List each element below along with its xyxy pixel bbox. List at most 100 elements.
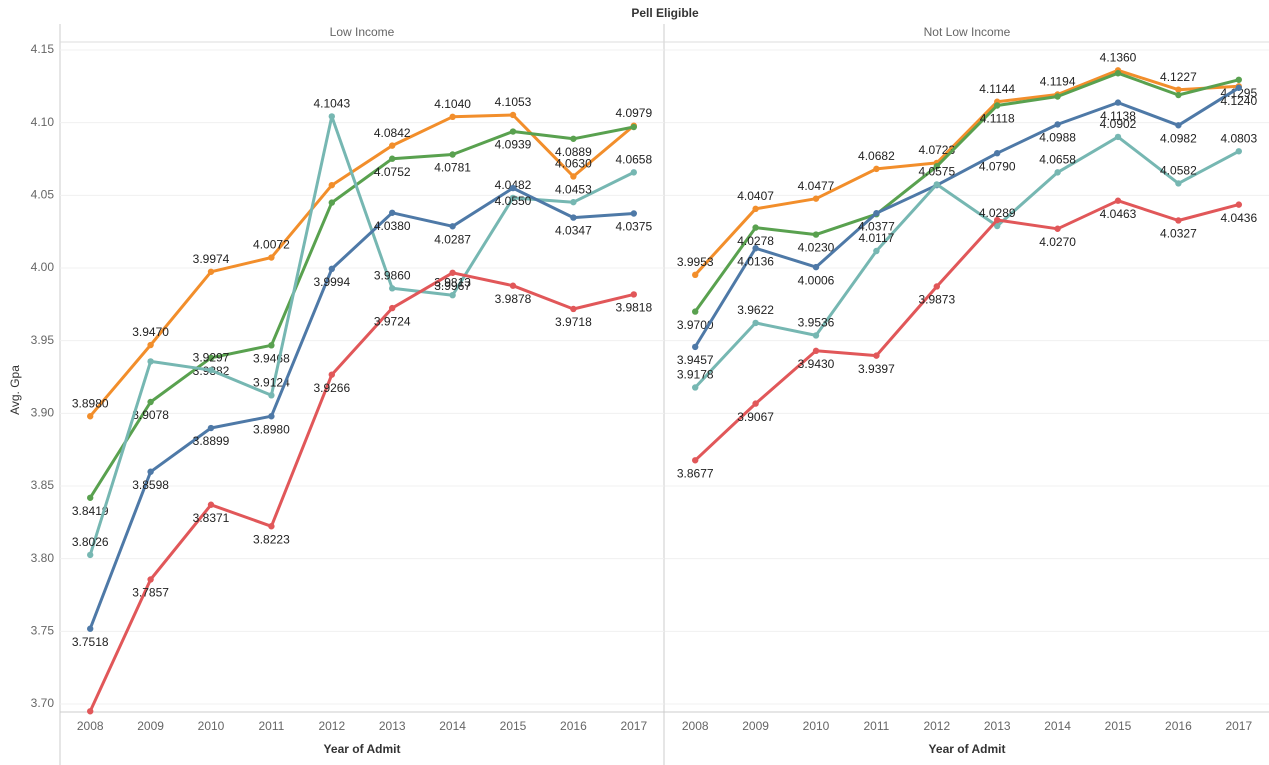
data-point — [630, 210, 637, 217]
data-point — [449, 269, 456, 276]
data-label: 3.8980 — [253, 422, 290, 436]
data-point — [328, 371, 335, 378]
data-point — [570, 198, 577, 206]
data-point — [570, 135, 577, 142]
data-label: 3.8371 — [193, 511, 230, 525]
data-label: 3.9622 — [737, 303, 774, 317]
data-point — [630, 169, 637, 176]
data-point — [1175, 91, 1182, 99]
y-tick-label: 3.85 — [31, 478, 55, 492]
data-label: 3.9818 — [615, 301, 652, 315]
x-tick-label: 2014 — [1044, 719, 1071, 733]
data-point — [812, 347, 820, 355]
x-tick-label: 2013 — [984, 719, 1011, 733]
data-point — [1175, 86, 1182, 93]
data-label: 3.9994 — [313, 275, 350, 289]
data-label: 4.0278 — [737, 234, 774, 248]
data-label: 4.1144 — [979, 82, 1015, 96]
data-point — [1054, 225, 1061, 232]
panel-title: Low Income — [330, 25, 395, 39]
data-label: 4.0902 — [1100, 117, 1137, 131]
data-label: 4.1360 — [1100, 51, 1137, 65]
y-tick-label: 4.00 — [31, 260, 55, 274]
data-point — [933, 181, 940, 188]
data-label: 4.0230 — [798, 241, 835, 255]
series-line — [694, 135, 1240, 389]
data-point — [1175, 122, 1182, 129]
data-point — [207, 501, 215, 508]
data-label: 4.0375 — [615, 220, 652, 234]
x-tick-label: 2015 — [1105, 719, 1132, 733]
x-tick-label: 2016 — [560, 719, 587, 733]
data-label: 4.0658 — [615, 153, 652, 167]
data-point — [994, 149, 1001, 157]
data-label: 3.9078 — [132, 408, 169, 422]
data-label: 4.0380 — [374, 219, 411, 233]
data-point — [268, 392, 275, 399]
y-tick-label: 4.10 — [31, 115, 55, 129]
data-point — [147, 468, 154, 475]
data-label: 4.1227 — [1160, 70, 1197, 84]
data-label: 3.9700 — [677, 318, 714, 332]
data-label: 4.0407 — [737, 189, 774, 203]
data-point — [207, 424, 215, 432]
data-label: 3.9860 — [374, 269, 411, 283]
data-point — [328, 199, 335, 206]
data-label: 4.0582 — [1160, 164, 1197, 178]
data-point — [873, 210, 880, 217]
data-point — [1175, 180, 1182, 187]
data-point — [268, 413, 275, 420]
y-tick-label: 3.95 — [31, 333, 55, 347]
data-label: 4.0575 — [918, 165, 955, 179]
x-tick-label: 2011 — [863, 719, 889, 733]
data-point — [509, 184, 517, 192]
data-label: 4.0658 — [1039, 153, 1076, 167]
data-label: 4.1295 — [1220, 86, 1257, 100]
data-point — [1114, 70, 1122, 77]
data-point — [994, 222, 1001, 230]
data-point — [1235, 201, 1243, 208]
data-point — [752, 319, 759, 327]
data-label: 3.9873 — [918, 293, 955, 307]
data-point — [692, 271, 699, 279]
series-line — [693, 71, 1240, 313]
data-point — [328, 265, 335, 273]
y-tick-label: 4.05 — [31, 188, 55, 202]
y-tick-label: 3.70 — [31, 696, 55, 710]
data-point — [449, 223, 456, 230]
data-point — [509, 111, 517, 119]
data-label: 3.8419 — [72, 504, 109, 518]
data-label: 3.9718 — [555, 315, 592, 329]
data-label: 4.1040 — [434, 97, 471, 111]
data-point — [570, 173, 577, 180]
data-point — [389, 155, 396, 162]
data-point — [449, 113, 456, 121]
data-point — [509, 128, 517, 135]
data-label: 4.0436 — [1220, 211, 1257, 225]
data-point — [1114, 133, 1122, 141]
data-point — [207, 354, 215, 362]
data-point — [268, 523, 275, 530]
data-point — [692, 457, 699, 464]
x-tick-label: 2012 — [318, 719, 345, 733]
data-label: 4.0327 — [1160, 227, 1197, 241]
data-label: 4.0982 — [1160, 131, 1197, 145]
data-point — [1054, 93, 1061, 100]
data-label: 4.0723 — [918, 143, 955, 157]
data-point — [994, 102, 1001, 109]
data-point — [449, 291, 456, 299]
x-tick-label: 2016 — [1165, 719, 1192, 733]
data-label: 4.0006 — [798, 273, 835, 287]
data-point — [87, 413, 94, 420]
data-label: 4.0136 — [737, 254, 774, 268]
data-point — [692, 343, 699, 351]
data-point — [692, 384, 699, 391]
data-point — [873, 247, 880, 255]
data-point — [812, 195, 820, 202]
data-label: 4.0072 — [253, 238, 290, 252]
data-point — [87, 551, 94, 559]
data-point — [994, 216, 1001, 224]
data-label: 3.9470 — [132, 325, 169, 339]
data-label: 3.9297 — [193, 350, 230, 364]
data-label: 4.0682 — [858, 149, 895, 163]
